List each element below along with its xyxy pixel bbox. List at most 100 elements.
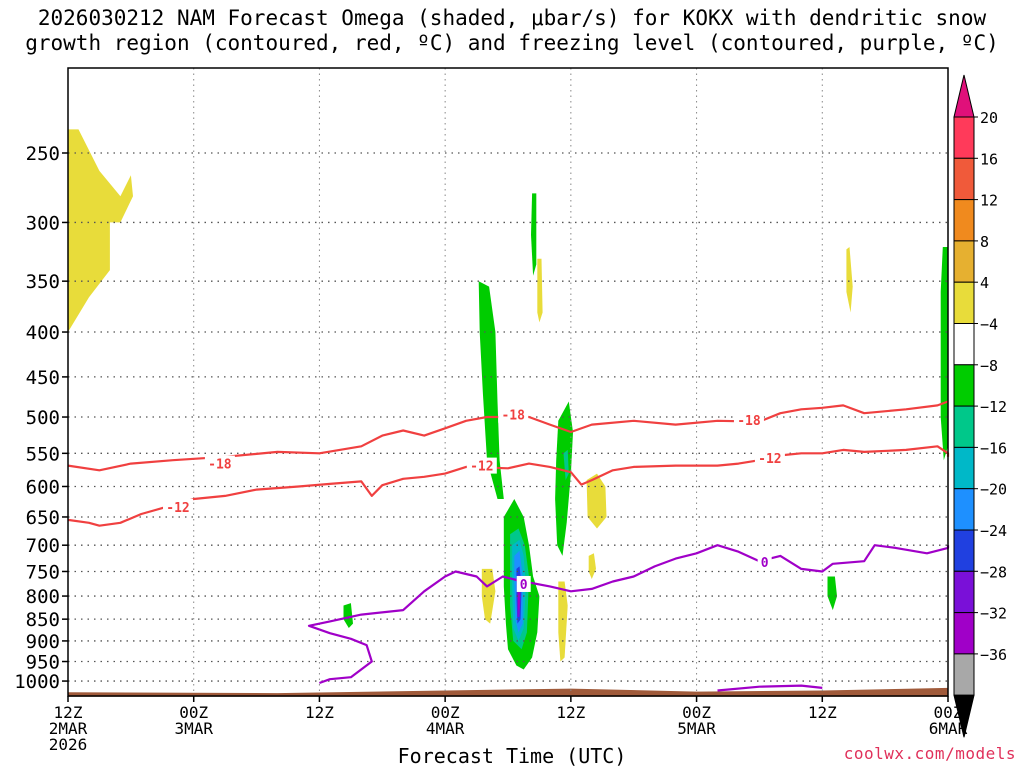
colorbar-swatch-10 xyxy=(953,529,975,572)
y-tick-label-850: 850 xyxy=(26,609,60,631)
omega-shading-layer xyxy=(68,129,948,670)
colorbar-swatch-2 xyxy=(953,199,975,242)
contour-line-1 xyxy=(67,445,950,527)
x-axis-label: Forecast Time (UTC) xyxy=(397,744,627,768)
x-tick-label-12-0: 00Z xyxy=(179,703,208,722)
y-tick-label-1000: 1000 xyxy=(14,671,60,693)
contour-label-1-2: -12 xyxy=(758,452,781,467)
colorbar-label-1: 16 xyxy=(980,150,998,168)
contour-label-0-2: -18 xyxy=(737,414,761,429)
omega-region-9 xyxy=(555,401,573,556)
contour-label-2-0: 0 xyxy=(520,578,528,593)
y-tick-label-450: 450 xyxy=(26,367,60,389)
colorbar-swatch-12 xyxy=(953,612,975,655)
y-tick-label-400: 400 xyxy=(26,322,60,344)
chart-title-line1: 2026030212 NAM Forecast Omega (shaded, μ… xyxy=(37,6,987,30)
surface-band xyxy=(68,687,948,697)
contour-label-bg-0-0 xyxy=(204,455,235,472)
colorbar-label-2: 12 xyxy=(980,192,998,210)
colorbar-label-5: −4 xyxy=(980,316,998,334)
x-tick-label-60-0: 00Z xyxy=(682,703,711,722)
y-tick-label-650: 650 xyxy=(26,507,60,529)
colorbar-bottom-arrow xyxy=(953,694,975,738)
contour-label-bg-0-1 xyxy=(498,406,529,423)
x-tick-label-0-2: 2026 xyxy=(49,735,88,754)
x-tick-label-24-0: 12Z xyxy=(305,703,334,722)
omega-region-12 xyxy=(827,576,837,611)
colorbar-swatch-3 xyxy=(953,240,975,283)
colorbar-label-4: 4 xyxy=(980,274,989,292)
y-tick-label-600: 600 xyxy=(26,476,60,498)
omega-region-1 xyxy=(537,258,543,323)
x-tick-label-72-0: 12Z xyxy=(808,703,837,722)
x-tick-label-60-1: 5MAR xyxy=(677,719,716,738)
colorbar-label-13: −36 xyxy=(980,646,1007,664)
y-tick-label-750: 750 xyxy=(26,561,60,583)
contour-label-bg-1-0 xyxy=(163,498,193,515)
colorbar-label-9: −20 xyxy=(980,481,1007,499)
y-tick-label-500: 500 xyxy=(26,407,60,429)
contour-layer: -18 -18 -18 -12 -12 -12 0 0 xyxy=(67,400,950,692)
contour-label-bg-2-0 xyxy=(516,575,531,592)
omega-region-3 xyxy=(588,553,596,579)
x-tick-label-0-1: 2MAR xyxy=(49,719,88,738)
contour-label-bg-2-1 xyxy=(757,554,772,571)
x-tick-label-12-1: 3MAR xyxy=(174,719,213,738)
omega-region-0 xyxy=(68,129,133,332)
omega-region-6 xyxy=(846,247,853,313)
omega-region-7 xyxy=(478,281,504,499)
colorbar-swatch-4 xyxy=(953,281,975,325)
colorbar-swatch-6 xyxy=(953,364,975,407)
omega-region-13 xyxy=(940,247,948,461)
x-tick-label-0-0: 12Z xyxy=(54,703,83,722)
y-tick-label-250: 250 xyxy=(26,143,60,165)
colorbar-label-6: −8 xyxy=(980,357,998,375)
y-tick-label-950: 950 xyxy=(26,652,60,674)
contour-line-0 xyxy=(67,400,949,472)
x-tick-label-36-1: 4MAR xyxy=(426,719,465,738)
contour-label-bg-1-1 xyxy=(466,457,497,474)
omega-region-4 xyxy=(481,568,496,624)
colorbar-label-3: 8 xyxy=(980,233,989,251)
contour-label-1-1: -12 xyxy=(470,460,493,475)
omega-region-5 xyxy=(558,581,568,662)
x-tick-label-84-0: 00Z xyxy=(934,703,963,722)
colorbar-swatch-0 xyxy=(953,116,975,159)
colorbar-swatch-5 xyxy=(953,323,975,366)
colorbar-swatch-11 xyxy=(953,570,975,614)
colorbar: 20 16 12 8 4 −4 −8 −12 −16 −20 −24 −28 −32 −36 xyxy=(953,74,1007,738)
colorbar-label-11: −28 xyxy=(980,563,1007,581)
colorbar-label-10: −24 xyxy=(980,522,1007,540)
colorbar-swatch-1 xyxy=(953,157,975,201)
surface-terrain-layer xyxy=(68,687,948,697)
axes-layer: 2503003504004505005506006507007508008509… xyxy=(14,67,968,754)
contour-label-1-0: -12 xyxy=(166,501,189,516)
y-tick-label-700: 700 xyxy=(26,535,60,557)
watermark: coolwx.com/models xyxy=(843,744,1016,763)
colorbar-swatch-13 xyxy=(953,653,975,696)
omega-region-11 xyxy=(343,603,353,628)
plot-frame xyxy=(67,67,949,697)
contour-label-0-0: -18 xyxy=(208,458,232,473)
contour-label-bg-0-2 xyxy=(733,412,764,429)
colorbar-label-8: −16 xyxy=(980,439,1007,457)
y-tick-label-900: 900 xyxy=(26,631,60,653)
contour-line-2 xyxy=(307,544,950,685)
omega-region-8 xyxy=(531,193,537,276)
y-tick-label-300: 300 xyxy=(26,212,60,234)
colorbar-label-7: −12 xyxy=(980,398,1007,416)
x-tick-label-48-0: 12Z xyxy=(556,703,585,722)
y-tick-label-800: 800 xyxy=(26,586,60,608)
x-tick-label-36-0: 00Z xyxy=(431,703,460,722)
colorbar-label-0: 20 xyxy=(980,109,998,127)
x-tick-label-84-1: 6MAR xyxy=(929,719,968,738)
omega-region-2 xyxy=(586,473,607,529)
contour-label-0-1: -18 xyxy=(501,409,525,424)
y-tick-label-550: 550 xyxy=(26,443,60,465)
colorbar-swatch-8 xyxy=(953,446,975,490)
chart-title-line2: growth region (contoured, red, ºC) and f… xyxy=(25,31,999,55)
colorbar-swatch-9 xyxy=(953,488,975,531)
contour-label-bg-1-2 xyxy=(754,450,785,467)
contour-line-3 xyxy=(717,684,823,692)
